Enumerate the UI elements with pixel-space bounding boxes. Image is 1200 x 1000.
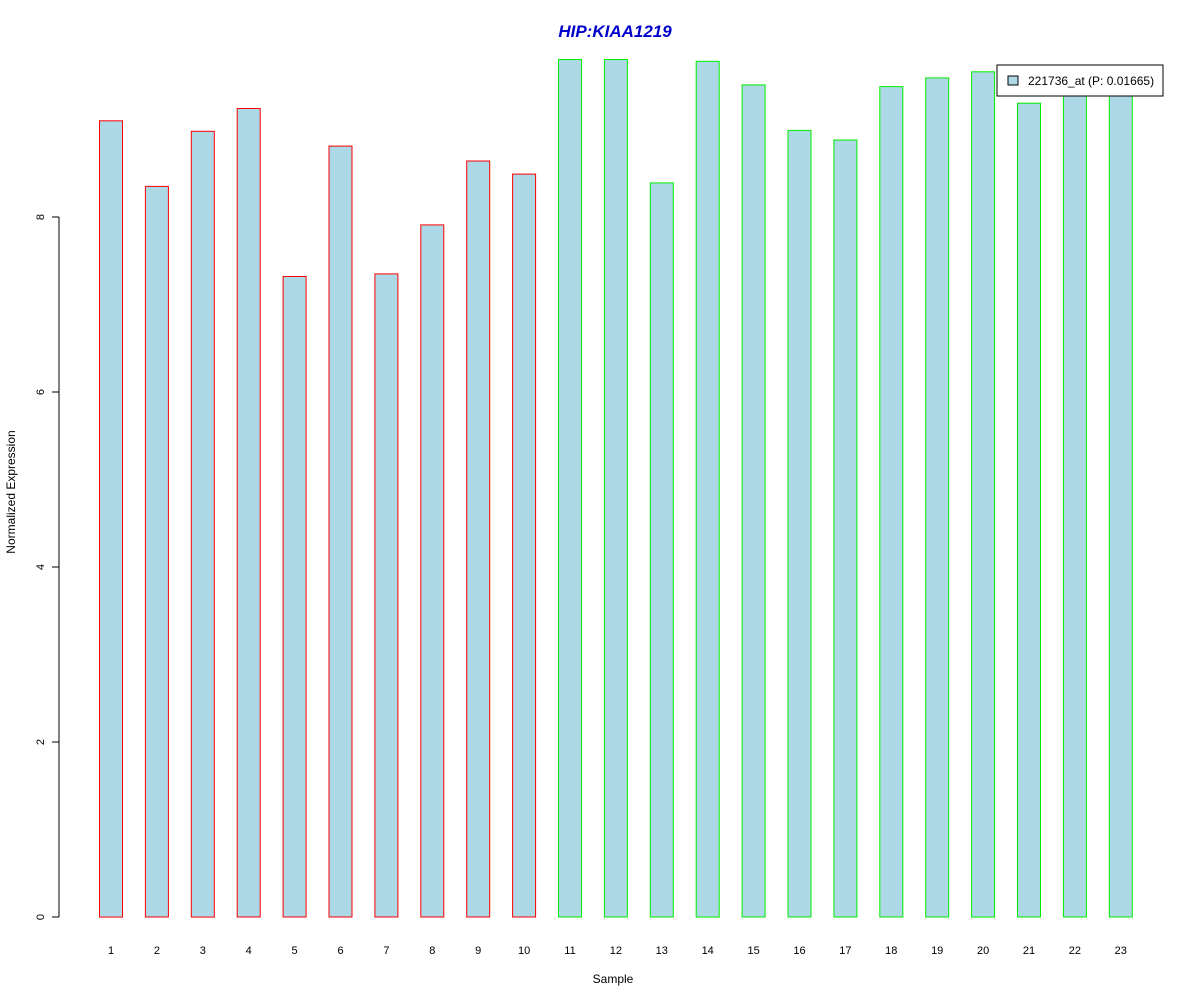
chart-title: HIP:KIAA1219 bbox=[558, 22, 672, 41]
bar-sample-5 bbox=[282, 276, 307, 918]
x-tick-label-16: 16 bbox=[793, 945, 805, 957]
y-tick-label: 8 bbox=[35, 214, 47, 220]
bar-sample-9 bbox=[466, 160, 491, 918]
y-tick-label: 6 bbox=[35, 389, 47, 395]
bar-sample-8 bbox=[420, 224, 445, 918]
x-tick-label-10: 10 bbox=[518, 945, 530, 957]
x-tick-label-23: 23 bbox=[1115, 945, 1127, 957]
bar-sample-13 bbox=[649, 182, 674, 918]
bar-sample-7 bbox=[374, 273, 399, 918]
x-tick-label-8: 8 bbox=[429, 945, 435, 957]
bar-sample-4 bbox=[236, 108, 261, 918]
bar-sample-15 bbox=[741, 84, 766, 918]
x-tick-label-5: 5 bbox=[292, 945, 298, 957]
legend-box bbox=[996, 64, 1164, 97]
legend: 221736_at (P: 0.01665) bbox=[996, 64, 1164, 97]
bar-sample-23 bbox=[1108, 94, 1133, 918]
x-tick-label-4: 4 bbox=[246, 945, 252, 957]
y-tick-label: 2 bbox=[35, 739, 47, 745]
bar-sample-11 bbox=[558, 59, 582, 918]
bar-sample-22 bbox=[1062, 94, 1087, 918]
bar-sample-14 bbox=[695, 60, 720, 918]
x-tick-label-18: 18 bbox=[885, 945, 897, 957]
x-tick-label-3: 3 bbox=[200, 945, 206, 957]
x-tick-label-11: 11 bbox=[564, 945, 575, 957]
x-tick-label-22: 22 bbox=[1069, 945, 1081, 957]
x-tick-label-13: 13 bbox=[656, 945, 668, 957]
y-axis: 0 2 4 6 8 bbox=[35, 214, 60, 920]
x-axis-label: Sample bbox=[593, 972, 634, 986]
x-tick-label-7: 7 bbox=[383, 945, 389, 957]
x-tick-label-6: 6 bbox=[337, 945, 343, 957]
bar-sample-10 bbox=[512, 173, 537, 918]
x-tick-labels: 1 2 3 4 5 6 7 8 9 10 11 12 13 14 15 16 17 18 19 20 21 22 23 bbox=[108, 945, 1127, 957]
bar-sample-19 bbox=[925, 77, 950, 918]
y-tick-label: 4 bbox=[35, 564, 47, 570]
x-tick-label-20: 20 bbox=[977, 945, 989, 957]
x-tick-label-9: 9 bbox=[475, 945, 481, 957]
bar-sample-20 bbox=[971, 71, 996, 918]
x-tick-label-12: 12 bbox=[610, 945, 622, 957]
bars bbox=[99, 59, 1133, 918]
legend-swatch bbox=[1007, 75, 1019, 86]
x-tick-label-1: 1 bbox=[108, 945, 114, 957]
bar-sample-6 bbox=[328, 145, 353, 918]
bar-sample-1 bbox=[99, 120, 123, 918]
bar-sample-18 bbox=[879, 86, 904, 918]
x-tick-label-14: 14 bbox=[702, 945, 714, 957]
y-tick-label: 0 bbox=[35, 914, 47, 920]
bar-sample-2 bbox=[144, 185, 169, 918]
bar-sample-16 bbox=[787, 129, 812, 918]
y-axis-label: Normalized Expression bbox=[4, 430, 18, 553]
x-tick-label-17: 17 bbox=[839, 945, 851, 957]
bar-sample-17 bbox=[833, 139, 858, 918]
bar-sample-3 bbox=[190, 130, 215, 918]
bar-sample-12 bbox=[603, 59, 628, 918]
x-tick-label-21: 21 bbox=[1023, 945, 1035, 957]
x-tick-label-19: 19 bbox=[931, 945, 943, 957]
legend-entry-label: 221736_at (P: 0.01665) bbox=[1028, 74, 1154, 88]
x-tick-label-15: 15 bbox=[747, 945, 759, 957]
x-tick-label-2: 2 bbox=[154, 945, 160, 957]
bar-sample-21 bbox=[1017, 102, 1041, 918]
